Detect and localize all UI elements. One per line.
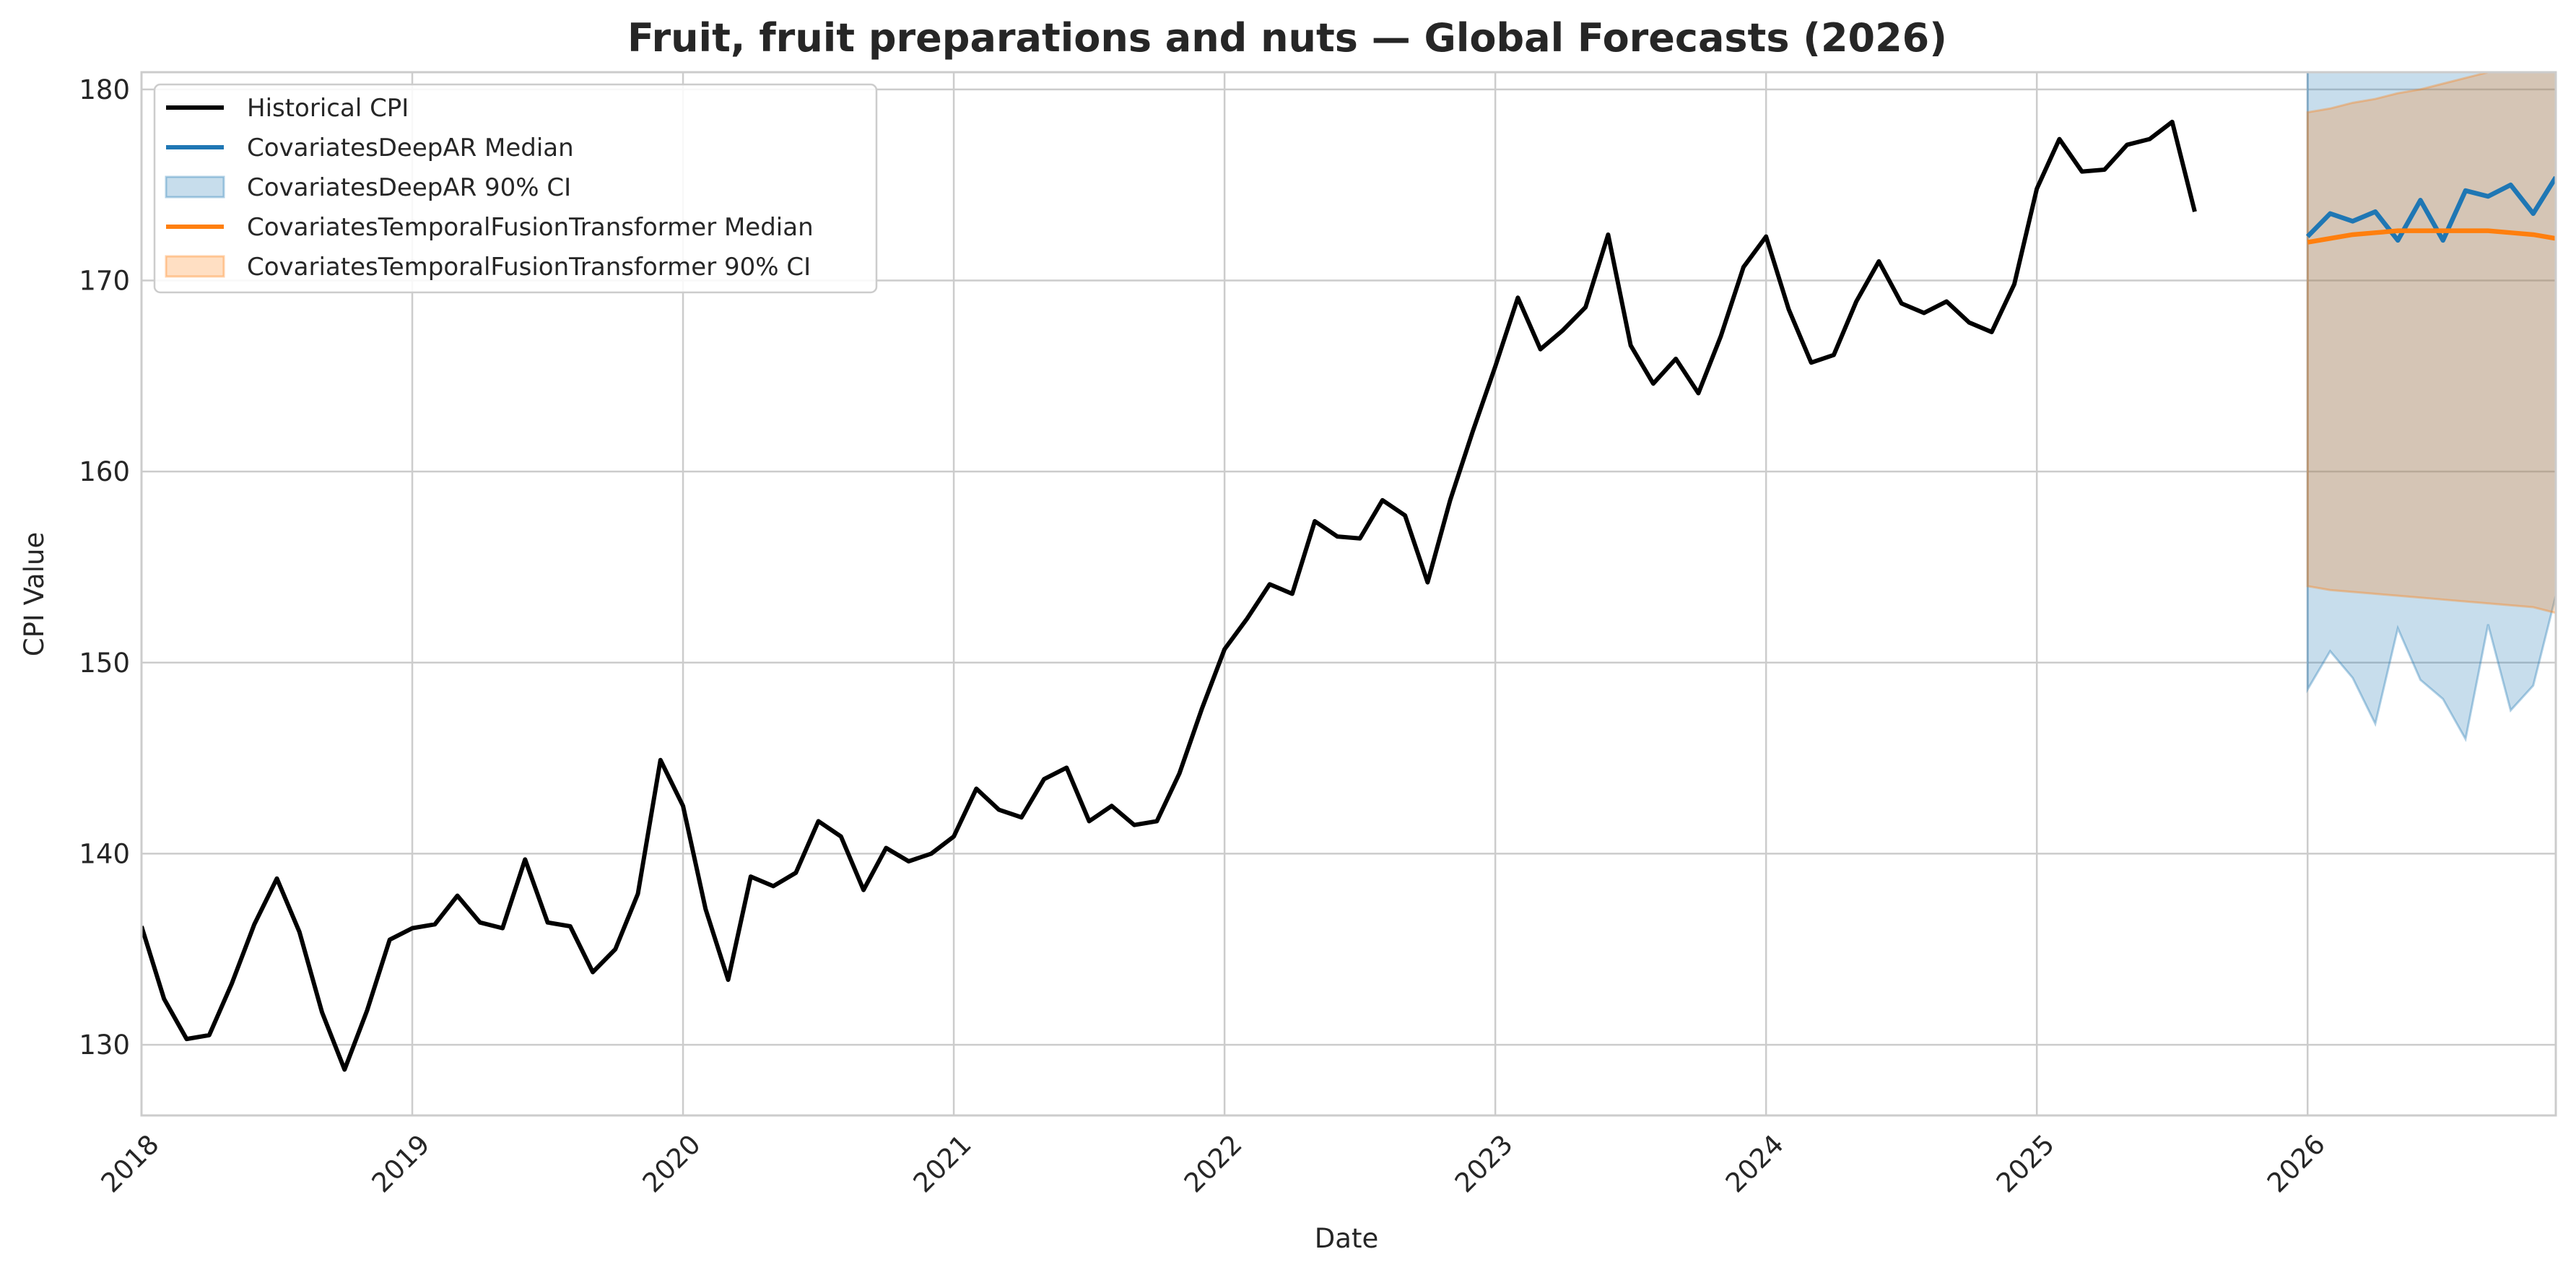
series-line xyxy=(142,119,2197,1072)
chart-title: Fruit, fruit preparations and nuts — Glo… xyxy=(627,15,1947,61)
legend: Historical CPI CovariatesDeepAR Median Cov… xyxy=(153,83,878,294)
y-axis-ticks: 130 140 150 160 170 180 xyxy=(79,74,130,1061)
y-tick-label: 150 xyxy=(79,648,130,679)
x-axis-label: Date xyxy=(1315,1223,1378,1254)
y-tick-label: 130 xyxy=(79,1030,130,1061)
y-axis-label: CPI Value xyxy=(19,532,50,656)
legend-patch-swatch xyxy=(165,175,225,199)
legend-box xyxy=(153,83,878,294)
legend-label: CovariatesDeepAR 90% CI xyxy=(247,173,571,202)
confidence-bands xyxy=(2306,72,2556,742)
legend-label: CovariatesDeepAR Median xyxy=(247,134,574,162)
series-line xyxy=(2307,228,2556,245)
legend-label: CovariatesTemporalFusionTransformer 90% … xyxy=(247,253,811,282)
plot-frame xyxy=(140,71,2557,1117)
legend-label: CovariatesTemporalFusionTransformer Medi… xyxy=(247,213,814,242)
ci-band xyxy=(2306,72,2556,614)
y-tick-label: 180 xyxy=(79,74,130,105)
legend-patch-swatch xyxy=(165,255,225,278)
ci-band xyxy=(2306,72,2556,742)
legend-label: Historical CPI xyxy=(247,94,409,123)
series-line xyxy=(2305,175,2556,243)
series-lines xyxy=(142,119,2556,1072)
y-tick-label: 160 xyxy=(79,456,130,487)
y-tick-label: 140 xyxy=(79,838,130,869)
y-tick-label: 170 xyxy=(79,265,130,296)
